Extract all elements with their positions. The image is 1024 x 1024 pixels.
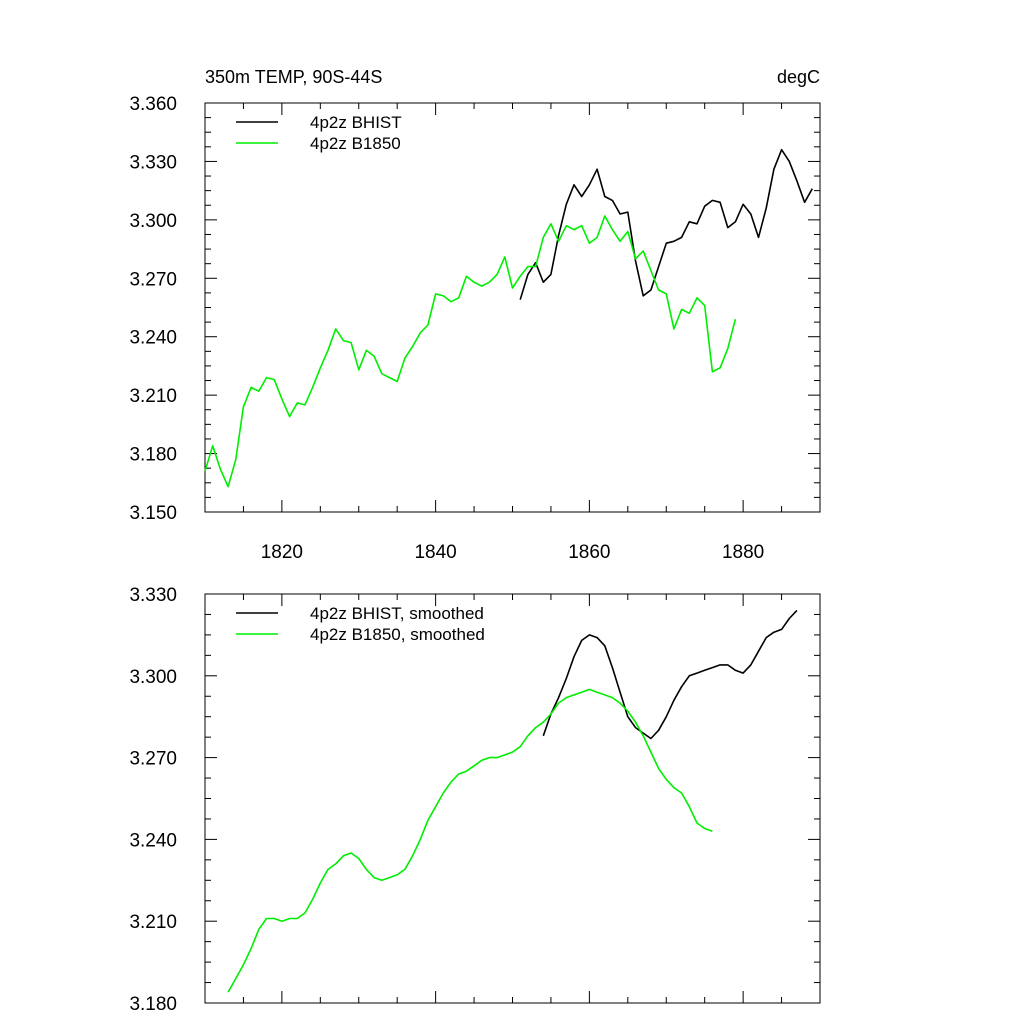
plot-frame xyxy=(204,102,821,513)
y-tick-label: 3.240 xyxy=(129,328,177,349)
x-tick-label: 1820 xyxy=(261,542,303,563)
y-tick-label: 3.300 xyxy=(129,667,177,688)
y-tick-label: 3.150 xyxy=(129,503,177,524)
y-tick-label: 3.210 xyxy=(129,386,177,407)
series-line-bhist xyxy=(519,148,813,300)
y-tick-label: 3.360 xyxy=(129,94,177,115)
x-tick-label: 1860 xyxy=(568,542,610,563)
y-tick-label: 3.270 xyxy=(129,269,177,290)
series-line-bhist xyxy=(542,609,798,740)
top-panel: 3.150 3.180 3.210 3.240 3.270 3.300 3.330 3.360… xyxy=(129,67,821,563)
y-tick-label: 3.240 xyxy=(129,830,177,851)
series-line-b1850 xyxy=(227,688,713,993)
bottom-panel: 3.180 3.210 3.240 3.270 3.300 3.330 4p2z BHIST… xyxy=(129,585,821,1015)
legend-label: 4p2z BHIST xyxy=(310,113,402,132)
y-tick-label: 3.180 xyxy=(129,994,177,1015)
y-tick-label: 3.330 xyxy=(129,152,177,173)
legend-label: 4p2z B1850 xyxy=(310,134,401,153)
x-tick-label: 1840 xyxy=(414,542,456,563)
legend-label: 4p2z B1850, smoothed xyxy=(310,625,485,644)
units-label: degC xyxy=(777,67,820,87)
y-tick-label: 3.180 xyxy=(129,445,177,466)
series-line-b1850 xyxy=(204,215,737,488)
x-tick-label: 1880 xyxy=(722,542,764,563)
y-tick-label: 3.210 xyxy=(129,912,177,933)
y-tick-label: 3.330 xyxy=(129,585,177,606)
y-tick-label: 3.270 xyxy=(129,749,177,770)
y-tick-label: 3.300 xyxy=(129,211,177,232)
plot-frame xyxy=(204,593,821,1004)
chart-title: 350m TEMP, 90S-44S xyxy=(205,67,382,87)
legend-label: 4p2z BHIST, smoothed xyxy=(310,604,484,623)
